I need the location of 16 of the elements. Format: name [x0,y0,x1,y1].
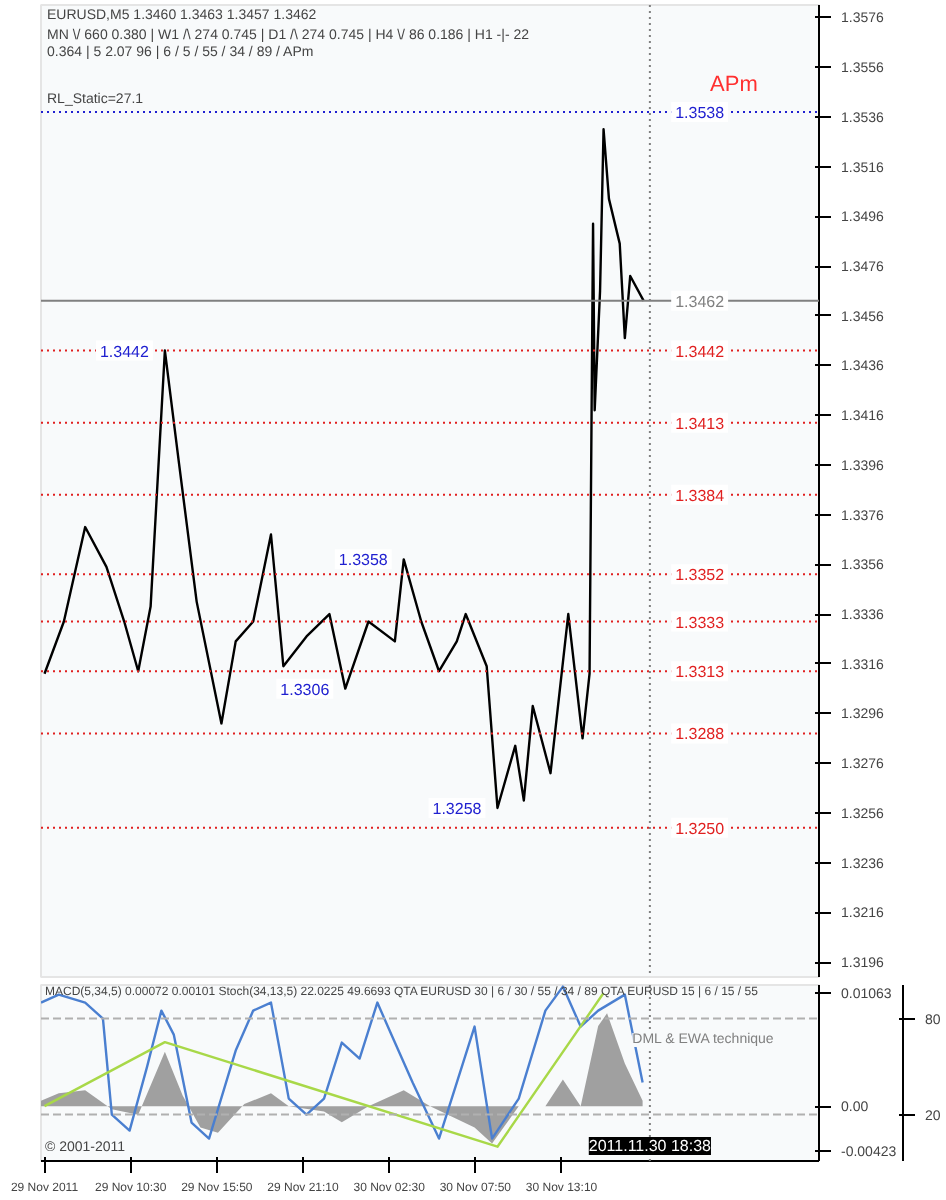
ref-line-label: 1.3462 [675,292,726,311]
ref-line-label: 1.3384 [675,486,726,505]
annotation: 1.3306 [280,680,331,699]
annotation: 1.3442 [99,342,150,361]
annotation: 1.3258 [432,799,483,818]
ref-line-label: 1.3352 [675,566,726,585]
ref-line-label: 1.3250 [675,819,726,838]
annotation: APm [710,73,758,97]
ref-line-label: 1.3333 [675,613,726,632]
ref-line-label: 1.3442 [675,342,726,361]
ref-line-label: 1.3313 [675,663,726,682]
ref-line-label: 1.3413 [675,414,726,433]
ref-line-label: 2011.11.30 18:38 [588,1137,713,1155]
annotation: 1.3358 [338,551,389,570]
ref-line-label: 1.3538 [675,103,726,122]
ref-line-label: 1.3288 [675,725,726,744]
